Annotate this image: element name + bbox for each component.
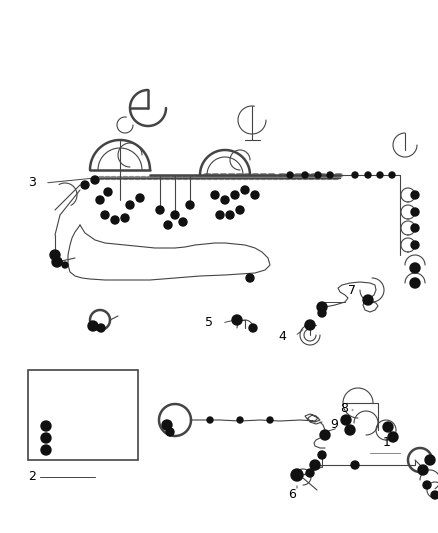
Circle shape	[246, 274, 254, 282]
Circle shape	[410, 278, 420, 288]
Circle shape	[216, 211, 224, 219]
Text: 4: 4	[278, 329, 286, 343]
Text: 9: 9	[330, 418, 338, 432]
Circle shape	[291, 469, 303, 481]
Circle shape	[236, 206, 244, 214]
Circle shape	[267, 417, 273, 423]
Circle shape	[365, 172, 371, 178]
Circle shape	[121, 214, 129, 222]
Circle shape	[231, 191, 239, 199]
Circle shape	[317, 302, 327, 312]
Circle shape	[318, 309, 326, 317]
Circle shape	[91, 176, 99, 184]
Circle shape	[351, 461, 359, 469]
Circle shape	[310, 460, 320, 470]
Circle shape	[418, 465, 428, 475]
Circle shape	[431, 491, 438, 499]
Circle shape	[50, 250, 60, 260]
Text: 1: 1	[383, 437, 391, 449]
Circle shape	[410, 263, 420, 273]
Circle shape	[207, 417, 213, 423]
Circle shape	[411, 241, 419, 249]
Circle shape	[383, 422, 393, 432]
Circle shape	[111, 216, 119, 224]
Circle shape	[315, 172, 321, 178]
Circle shape	[179, 218, 187, 226]
Circle shape	[211, 191, 219, 199]
Circle shape	[171, 211, 179, 219]
Circle shape	[41, 445, 51, 455]
Circle shape	[341, 415, 351, 425]
Circle shape	[62, 262, 68, 268]
Circle shape	[345, 425, 355, 435]
Circle shape	[126, 201, 134, 209]
Text: 7: 7	[348, 284, 356, 296]
Circle shape	[104, 188, 112, 196]
Circle shape	[411, 191, 419, 199]
Text: 5: 5	[205, 317, 213, 329]
Circle shape	[352, 172, 358, 178]
Circle shape	[425, 455, 435, 465]
Circle shape	[166, 428, 174, 436]
Circle shape	[221, 196, 229, 204]
Circle shape	[136, 194, 144, 202]
Circle shape	[96, 196, 104, 204]
Circle shape	[52, 257, 62, 267]
Circle shape	[302, 172, 308, 178]
Circle shape	[389, 172, 395, 178]
Circle shape	[411, 208, 419, 216]
Circle shape	[162, 420, 172, 430]
Circle shape	[388, 432, 398, 442]
Circle shape	[226, 211, 234, 219]
Text: 8: 8	[340, 401, 348, 415]
Circle shape	[54, 258, 62, 266]
Circle shape	[320, 430, 330, 440]
Bar	[28, 370, 138, 460]
Circle shape	[237, 417, 243, 423]
Circle shape	[241, 186, 249, 194]
Circle shape	[41, 433, 51, 443]
Circle shape	[164, 221, 172, 229]
Circle shape	[249, 324, 257, 332]
Circle shape	[81, 181, 89, 189]
Circle shape	[305, 320, 315, 330]
Text: 6: 6	[288, 489, 296, 502]
Circle shape	[88, 321, 98, 331]
Circle shape	[232, 315, 242, 325]
Circle shape	[363, 295, 373, 305]
Text: 3: 3	[28, 176, 36, 190]
Circle shape	[327, 172, 333, 178]
Circle shape	[377, 172, 383, 178]
Circle shape	[423, 481, 431, 489]
Circle shape	[251, 191, 259, 199]
Circle shape	[186, 201, 194, 209]
Circle shape	[411, 224, 419, 232]
Circle shape	[287, 172, 293, 178]
Circle shape	[101, 211, 109, 219]
Circle shape	[306, 469, 314, 477]
Circle shape	[156, 206, 164, 214]
Circle shape	[41, 421, 51, 431]
Circle shape	[97, 324, 105, 332]
Circle shape	[318, 451, 326, 459]
Text: 2: 2	[28, 470, 36, 482]
